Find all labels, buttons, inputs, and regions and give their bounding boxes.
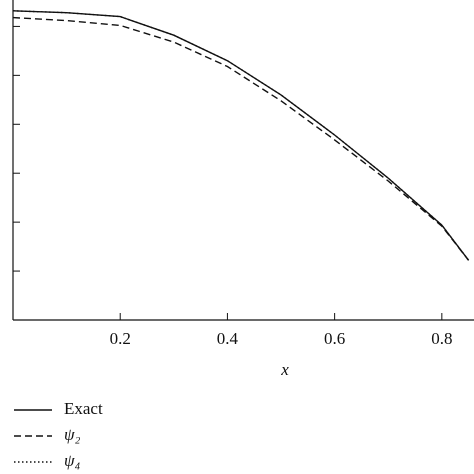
legend-label: Exact [64, 399, 103, 418]
series-line [12, 10, 470, 261]
x-tick-label: 0.8 [431, 329, 452, 348]
series-line [12, 10, 470, 261]
x-tick-label: 0.4 [217, 329, 239, 348]
series-line [12, 16, 470, 261]
x-tick-label: 0.2 [110, 329, 131, 348]
legend-label: ψ₄ [64, 451, 81, 470]
x-tick-label: 0.6 [324, 329, 345, 348]
legend-label: ψ₂ [64, 425, 81, 444]
x-axis-label: x [280, 360, 289, 379]
